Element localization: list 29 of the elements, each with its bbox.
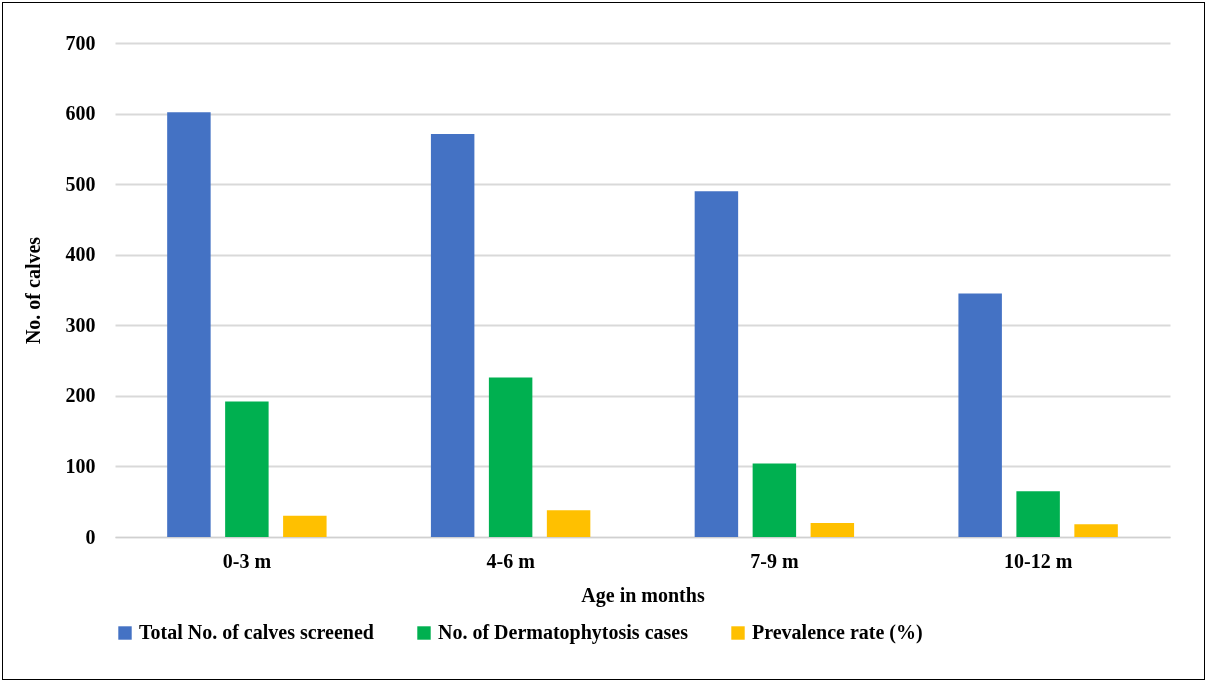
y-tick-label: 300: [65, 313, 96, 336]
x-tick-label: 4-6 m: [486, 549, 536, 572]
x-tick-label: 10-12 m: [1003, 549, 1073, 572]
bar: [1016, 491, 1060, 537]
legend-label: Prevalence rate (%): [752, 621, 923, 644]
bar: [283, 515, 327, 537]
bar: [752, 463, 797, 537]
legend-label: No. of Dermatophytosis cases: [438, 621, 689, 644]
bar: [430, 134, 475, 537]
y-tick-label: 600: [65, 102, 96, 125]
y-tick-label: 100: [65, 454, 96, 477]
bar: [488, 377, 533, 537]
bar: [546, 510, 591, 537]
y-axis-title: No. of calves: [21, 236, 44, 345]
y-tick-label: 400: [65, 243, 96, 266]
y-tick-label: 0: [85, 525, 96, 548]
bar: [694, 191, 739, 537]
bar: [810, 522, 855, 537]
bar: [167, 112, 211, 537]
y-tick-label: 200: [65, 384, 96, 407]
y-tick-label: 700: [65, 31, 96, 54]
x-axis-title: Age in months: [581, 583, 705, 607]
bar: [225, 401, 269, 537]
bar: [958, 293, 1002, 537]
x-tick-label: 0-3 m: [222, 549, 272, 572]
bar: [1074, 524, 1118, 537]
y-tick-label: 500: [65, 172, 96, 195]
legend-label: Total No. of calves screened: [139, 621, 374, 643]
x-tick-label: 7-9 m: [750, 549, 799, 572]
